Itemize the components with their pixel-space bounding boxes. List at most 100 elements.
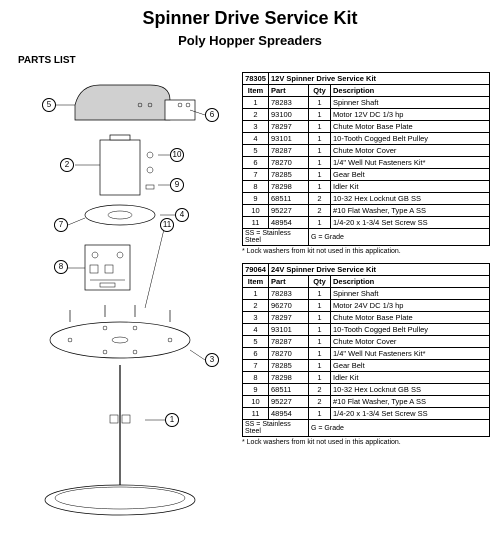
cell-item: 1 (243, 97, 269, 109)
footnote-12: * Lock washers from kit not used in this… (242, 248, 490, 255)
cell-qty: 1 (309, 312, 331, 324)
hdr-qty: Qty (309, 85, 331, 97)
footer-g: G = Grade (309, 420, 490, 437)
parts-list-label: PARTS LIST (18, 55, 76, 66)
exploded-diagram: 5 6 2 10 9 7 4 11 8 3 1 (10, 70, 235, 520)
cell-part: 95227 (269, 396, 309, 408)
cell-qty: 1 (309, 408, 331, 420)
cell-qty: 2 (309, 384, 331, 396)
cell-part: 78285 (269, 360, 309, 372)
cell-part: 93101 (269, 324, 309, 336)
page-subtitle: Poly Hopper Spreaders (0, 29, 500, 48)
cell-part: 78298 (269, 181, 309, 193)
hdr-item: Item (243, 276, 269, 288)
table-row: 1782831Spinner Shaft (243, 288, 490, 300)
cell-item: 7 (243, 360, 269, 372)
cell-qty: 1 (309, 121, 331, 133)
cell-qty: 1 (309, 217, 331, 229)
cell-desc: Chute Motor Cover (331, 145, 490, 157)
cell-qty: 2 (309, 193, 331, 205)
table-row: 67827011/4" Well Nut Fasteners Kit* (243, 348, 490, 360)
cell-part: 78297 (269, 312, 309, 324)
cell-part: 48954 (269, 408, 309, 420)
callout-10: 10 (170, 148, 184, 162)
table-row: 67827011/4" Well Nut Fasteners Kit* (243, 157, 490, 169)
callout-5: 5 (42, 98, 56, 112)
cell-part: 68511 (269, 193, 309, 205)
cell-qty: 1 (309, 336, 331, 348)
cell-desc: Motor 12V DC 1/3 hp (331, 109, 490, 121)
table-row: 5782871Chute Motor Cover (243, 336, 490, 348)
footer-g: G = Grade (309, 229, 490, 246)
diagram-svg (10, 70, 235, 520)
hdr-part: Part (269, 276, 309, 288)
cell-item: 5 (243, 145, 269, 157)
cell-item: 1 (243, 288, 269, 300)
kit12-table: 7830512V Spinner Drive Service Kit Item … (242, 72, 490, 246)
hdr-desc: Description (331, 85, 490, 97)
cell-part: 48954 (269, 217, 309, 229)
table-row: 114895411/4-20 x 1-3/4 Set Screw SS (243, 408, 490, 420)
cell-desc: #10 Flat Washer, Type A SS (331, 205, 490, 217)
cell-part: 78270 (269, 348, 309, 360)
footer-ss: SS = Stainless Steel (243, 229, 309, 246)
table-row: 2962701Motor 24V DC 1/3 hp (243, 300, 490, 312)
cell-item: 4 (243, 133, 269, 145)
cell-qty: 1 (309, 133, 331, 145)
table-row: 493101110-Tooth Cogged Belt Pulley (243, 133, 490, 145)
cell-desc: Chute Motor Cover (331, 336, 490, 348)
cell-qty: 1 (309, 145, 331, 157)
cell-qty: 1 (309, 181, 331, 193)
cell-desc: 10-Tooth Cogged Belt Pulley (331, 133, 490, 145)
cell-item: 9 (243, 193, 269, 205)
cell-item: 3 (243, 121, 269, 133)
callout-9: 9 (170, 178, 184, 192)
cell-part: 95227 (269, 205, 309, 217)
cell-item: 9 (243, 384, 269, 396)
hdr-part: Part (269, 85, 309, 97)
cell-part: 78283 (269, 288, 309, 300)
table-row: 10952272#10 Flat Washer, Type A SS (243, 205, 490, 217)
cell-desc: Gear Belt (331, 360, 490, 372)
callout-2: 2 (60, 158, 74, 172)
cell-item: 7 (243, 169, 269, 181)
tables-area: 7830512V Spinner Drive Service Kit Item … (242, 72, 490, 454)
table-row: 1782831Spinner Shaft (243, 97, 490, 109)
cell-item: 10 (243, 396, 269, 408)
callout-1: 1 (165, 413, 179, 427)
table-row: 3782971Chute Motor Base Plate (243, 121, 490, 133)
cell-desc: #10 Flat Washer, Type A SS (331, 396, 490, 408)
cell-desc: Chute Motor Base Plate (331, 312, 490, 324)
cell-qty: 1 (309, 288, 331, 300)
callout-11: 11 (160, 218, 174, 232)
table-row: 114895411/4-20 x 1-3/4 Set Screw SS (243, 217, 490, 229)
cell-qty: 1 (309, 300, 331, 312)
cell-item: 5 (243, 336, 269, 348)
cell-item: 11 (243, 217, 269, 229)
kit12-title: 12V Spinner Drive Service Kit (269, 73, 490, 85)
cell-qty: 1 (309, 157, 331, 169)
cell-part: 68511 (269, 384, 309, 396)
cell-desc: 10-Tooth Cogged Belt Pulley (331, 324, 490, 336)
cell-part: 93100 (269, 109, 309, 121)
footnote-24: * Lock washers from kit not used in this… (242, 439, 490, 446)
cell-item: 8 (243, 181, 269, 193)
cell-item: 6 (243, 348, 269, 360)
page-title: Spinner Drive Service Kit (0, 0, 500, 29)
cell-qty: 2 (309, 396, 331, 408)
cell-item: 2 (243, 109, 269, 121)
cell-desc: Idler Kit (331, 372, 490, 384)
cell-desc: Motor 24V DC 1/3 hp (331, 300, 490, 312)
cell-qty: 1 (309, 97, 331, 109)
table-row: 3782971Chute Motor Base Plate (243, 312, 490, 324)
cell-desc: 10-32 Hex Locknut GB SS (331, 193, 490, 205)
cell-qty: 1 (309, 360, 331, 372)
callout-6: 6 (205, 108, 219, 122)
cell-part: 78297 (269, 121, 309, 133)
cell-item: 8 (243, 372, 269, 384)
cell-desc: Idler Kit (331, 181, 490, 193)
footer-ss: SS = Stainless Steel (243, 420, 309, 437)
table-row: 10952272#10 Flat Washer, Type A SS (243, 396, 490, 408)
callout-4: 4 (175, 208, 189, 222)
callout-8: 8 (54, 260, 68, 274)
